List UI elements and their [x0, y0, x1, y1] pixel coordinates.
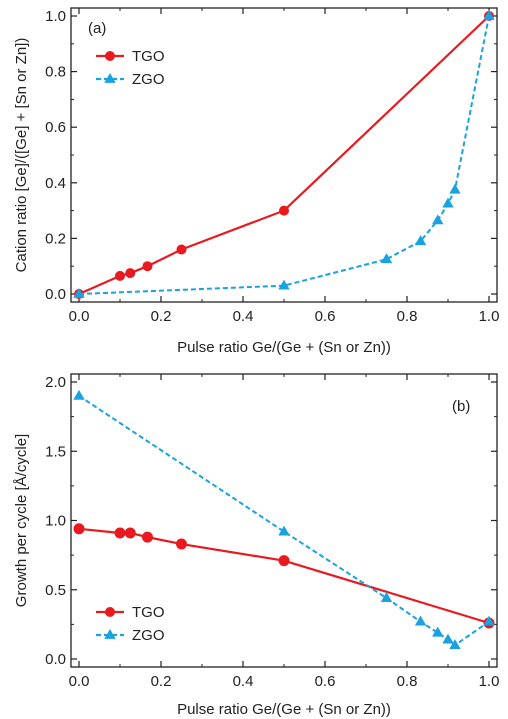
x-tick-label: 0.0	[69, 308, 90, 325]
data-point-tgo	[73, 523, 85, 535]
x-tick-label: 1.0	[479, 308, 500, 325]
y-tick-label: 0.6	[45, 119, 66, 136]
data-point-zgo	[432, 214, 444, 225]
panel-label: (a)	[88, 20, 106, 37]
y-axis-title: Cation ratio [Ge]/([Ge] + [Sn or Zn])	[13, 38, 30, 273]
data-point-zgo	[449, 639, 461, 650]
data-point-tgo	[125, 268, 136, 279]
data-point-zgo	[483, 615, 495, 626]
y-tick-label: 0.8	[45, 64, 66, 81]
data-point-tgo	[176, 244, 187, 255]
y-tick-label: 1.0	[45, 513, 66, 530]
data-point-zgo	[442, 633, 454, 644]
data-point-zgo	[380, 253, 393, 264]
chart-panel-a: 0.0 0.2 0.4 0.6 0.8 1.0 0.0 0.2 0.4 0.6 0.8 1.0 Puls…	[13, 7, 500, 356]
data-point-tgo	[278, 555, 290, 567]
x-tick-label: 0.6	[315, 673, 336, 690]
data-point-zgo	[73, 389, 85, 400]
legend-label-zgo: ZGO	[132, 71, 165, 88]
data-point-zgo	[442, 197, 454, 208]
x-tick-label: 1.0	[479, 673, 500, 690]
data-point-zgo	[449, 183, 461, 194]
data-point-zgo	[380, 592, 393, 602]
x-tick-label: 0.2	[151, 308, 172, 325]
legend: TGO ZGO	[96, 604, 165, 644]
data-point-tgo	[114, 527, 126, 539]
y-tick-label: 1.5	[45, 443, 66, 460]
x-tick-label: 0.8	[397, 308, 418, 325]
y-tick-label: 0.5	[45, 582, 66, 599]
data-point-zgo	[414, 615, 427, 626]
legend-marker-tgo	[105, 607, 115, 617]
legend-label-zgo: ZGO	[132, 627, 165, 644]
x-axis-title: Pulse ratio Ge/(Ge + (Sn or Zn))	[177, 339, 391, 356]
legend: TGO ZGO	[96, 48, 165, 88]
y-tick-label: 0.2	[45, 230, 66, 247]
x-tick-label: 0.2	[151, 673, 172, 690]
x-tick-label: 0.4	[233, 673, 254, 690]
data-point-zgo	[483, 10, 495, 20]
data-point-tgo	[176, 538, 187, 550]
y-tick-label: 0.4	[45, 175, 66, 192]
data-point-zgo	[73, 288, 85, 298]
x-axis-title: Pulse ratio Ge/(Ge + (Sn or Zn))	[177, 701, 391, 718]
data-point-tgo	[124, 527, 136, 539]
data-point-zgo	[432, 626, 444, 637]
chart-panel-b: 0.0 0.2 0.4 0.6 0.8 1.0 0.0 0.5 1.0 1.5 2.0 Pulse r…	[13, 373, 500, 718]
panel-label: (b)	[452, 398, 470, 415]
data-point-tgo	[279, 205, 289, 216]
x-tick-label: 0.8	[397, 673, 418, 690]
data-point-tgo	[141, 531, 153, 543]
legend-label-tgo: TGO	[132, 604, 165, 621]
data-point-tgo	[142, 261, 153, 272]
legend-marker-zgo	[104, 629, 116, 639]
y-tick-label: 1.0	[45, 8, 66, 25]
data-point-zgo	[278, 279, 290, 290]
x-tick-label: 0.0	[69, 673, 90, 690]
y-axis-title: Growth per cycle [Å/cycle]	[13, 434, 30, 607]
plot-frame	[70, 373, 498, 668]
data-point-tgo	[115, 270, 125, 281]
data-point-zgo	[414, 235, 427, 246]
legend-marker-zgo	[104, 73, 116, 83]
x-tick-label: 0.4	[233, 308, 254, 325]
x-tick-label: 0.6	[315, 308, 336, 325]
y-tick-label: 0.0	[45, 651, 66, 668]
legend-label-tgo: TGO	[132, 48, 165, 65]
data-point-zgo	[278, 525, 290, 536]
legend-marker-tgo	[105, 51, 115, 61]
y-tick-label: 2.0	[45, 374, 66, 391]
y-tick-label: 0.0	[45, 286, 66, 303]
